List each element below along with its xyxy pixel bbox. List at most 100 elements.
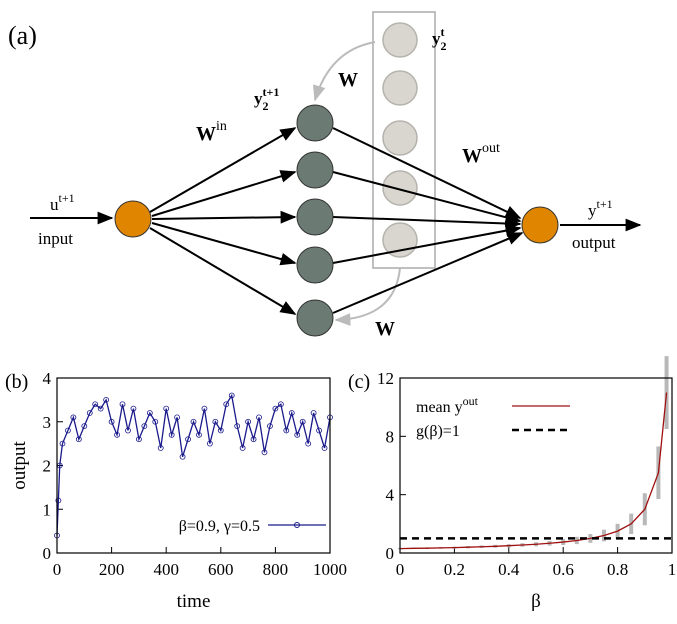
y-tick-label: 8: [386, 427, 395, 446]
y-tick-label: 0: [43, 544, 52, 563]
output-node: [521, 206, 559, 244]
marker: [206, 440, 213, 447]
x-axis-label: β: [531, 591, 541, 612]
marker: [119, 401, 126, 408]
x-tick-label: 0.8: [607, 560, 628, 579]
hidden-nodes: [296, 104, 334, 337]
marker: [86, 410, 93, 416]
label: Win: [196, 119, 227, 145]
marker: [97, 405, 104, 412]
legend-text: β=0.9, γ=0.5: [179, 518, 260, 535]
marker: [277, 401, 284, 408]
y-axis-label: output: [9, 441, 30, 490]
x-tick-label: 600: [208, 560, 234, 579]
axes-frame: [56, 377, 331, 554]
legend-text: mean y: [416, 399, 463, 416]
panel-label: (a): [8, 21, 37, 50]
marker: [75, 436, 82, 443]
axes-frame: [399, 377, 673, 554]
marker: [190, 418, 197, 425]
marker: [239, 445, 246, 451]
y-tick-label: 12: [377, 369, 394, 388]
marker: [299, 418, 306, 425]
x-tick-label: 0: [396, 560, 405, 579]
marker: [223, 401, 230, 408]
label: W: [375, 318, 395, 340]
marker: [174, 414, 181, 421]
x-tick-label: 0.6: [553, 560, 574, 579]
marker: [152, 418, 159, 425]
y-tick-label: 3: [43, 413, 52, 432]
marker: [141, 423, 148, 430]
series-line: [56, 393, 331, 536]
marker: [103, 396, 110, 403]
label: y2t: [432, 25, 447, 53]
legend-label: g(β)=1: [416, 423, 460, 440]
marker: [234, 423, 241, 430]
marker: [185, 436, 191, 443]
series-line: [399, 392, 668, 550]
marker: [179, 453, 186, 460]
marker: [108, 418, 115, 425]
legend-text: g(β)=1: [416, 423, 460, 440]
y-tick-label: 4: [43, 369, 52, 388]
label: output: [572, 233, 616, 252]
legend-label: β=0.9, γ=0.5: [179, 518, 260, 535]
marker: [65, 427, 71, 434]
label: yt+1: [588, 197, 613, 220]
marker: [267, 423, 273, 430]
marker: [212, 418, 219, 425]
marker: [168, 431, 175, 438]
marker: [283, 427, 290, 434]
marker: [146, 410, 153, 416]
marker: [196, 431, 202, 438]
legend-superscript: out: [463, 394, 479, 408]
marker: [59, 440, 66, 447]
marker: [321, 445, 328, 451]
marker: [81, 423, 88, 430]
y-tick-label: 0: [386, 544, 395, 563]
marker: [125, 427, 131, 434]
legend-marker: [294, 522, 300, 528]
marker: [135, 436, 142, 443]
label: W: [338, 69, 358, 91]
label: y2t+1: [254, 85, 279, 113]
marker: [92, 401, 99, 408]
x-tick-label: 1: [668, 560, 677, 579]
marker: [272, 405, 279, 412]
marker: [256, 414, 262, 421]
label: input: [38, 229, 73, 248]
marker: [245, 418, 252, 425]
marker: [310, 410, 317, 416]
marker: [114, 431, 120, 438]
marker: [228, 392, 235, 399]
network-diagram: (a) y2t y2t+1 W W Win Wout ut+1 input yt…: [8, 11, 642, 340]
marker: [157, 445, 164, 451]
marker: [55, 497, 62, 504]
recurrent-arrow: [334, 267, 401, 326]
reservoir-nodes: [382, 22, 418, 258]
panel-label: (c): [348, 371, 370, 393]
reservoir-box: [372, 11, 436, 269]
x-tick-label: 200: [99, 560, 125, 579]
x-tick-label: 0.4: [498, 560, 520, 579]
x-tick-label: 0.2: [444, 560, 465, 579]
recurrent-arrow: [313, 41, 376, 102]
x-axis-label: time: [177, 591, 211, 612]
marker: [261, 449, 268, 456]
panel-label: (b): [5, 371, 28, 393]
y-tick-label: 4: [386, 486, 395, 505]
marker: [250, 436, 257, 443]
legend-label: mean yout: [416, 394, 479, 416]
marker: [70, 414, 77, 421]
x-tick-label: 800: [263, 560, 289, 579]
marker: [163, 405, 170, 412]
label: Wout: [462, 141, 500, 167]
marker: [316, 427, 322, 434]
marker: [305, 440, 312, 447]
input-node: [114, 200, 152, 238]
x-tick-label: 1000: [313, 560, 347, 579]
marker: [130, 405, 137, 412]
weights: [30, 127, 642, 315]
